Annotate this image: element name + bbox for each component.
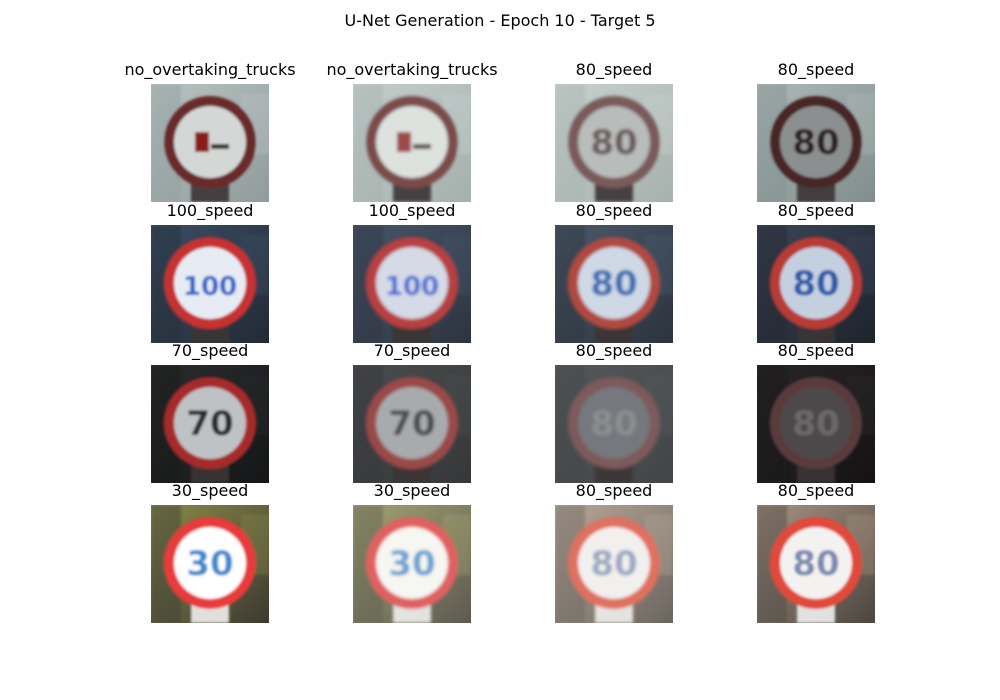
panel-label: 80_speed [575, 481, 653, 500]
panel-label: 100_speed [166, 201, 254, 220]
sign-image: 80 [757, 225, 875, 343]
sign-image: 80 [757, 505, 875, 623]
svg-text:100: 100 [183, 272, 237, 302]
sign-image: 80 [555, 84, 673, 202]
sign-image: 80 [555, 505, 673, 623]
svg-text:30: 30 [388, 544, 435, 584]
panel-label: no_overtaking_trucks [326, 60, 498, 79]
svg-text:80: 80 [792, 404, 839, 444]
sign-image: 30 [151, 505, 269, 623]
panel-label: 80_speed [777, 481, 855, 500]
panel-label: 100_speed [368, 201, 456, 220]
sign-image: 80 [757, 365, 875, 483]
panel-label: 70_speed [373, 341, 451, 360]
svg-text:80: 80 [590, 544, 637, 584]
svg-text:30: 30 [186, 544, 233, 584]
panel-label: 30_speed [373, 481, 451, 500]
svg-text:70: 70 [388, 404, 435, 444]
sign-image: 30 [353, 505, 471, 623]
panel-label: 70_speed [171, 341, 249, 360]
svg-text:70: 70 [186, 404, 233, 444]
sign-image: 70 [151, 365, 269, 483]
panel-label: 80_speed [777, 341, 855, 360]
sign-image: 70 [353, 365, 471, 483]
panel-label: 80_speed [777, 201, 855, 220]
panel-label: 80_speed [777, 60, 855, 79]
sign-image [353, 84, 471, 202]
sign-image: 80 [555, 365, 673, 483]
panel-label: 80_speed [575, 341, 653, 360]
figure-title: U-Net Generation - Epoch 10 - Target 5 [344, 11, 656, 30]
panel-label: 80_speed [575, 60, 653, 79]
sign-image: 80 [555, 225, 673, 343]
sign-image: 100 [151, 225, 269, 343]
panel-label: 80_speed [575, 201, 653, 220]
svg-text:100: 100 [385, 272, 439, 302]
sign-image: 80 [757, 84, 875, 202]
svg-text:80: 80 [792, 123, 839, 163]
svg-text:80: 80 [590, 404, 637, 444]
svg-text:80: 80 [590, 123, 637, 163]
svg-text:80: 80 [792, 544, 839, 584]
svg-text:80: 80 [590, 264, 637, 304]
sign-image [151, 84, 269, 202]
panel-label: 30_speed [171, 481, 249, 500]
panel-label: no_overtaking_trucks [124, 60, 296, 79]
svg-text:80: 80 [792, 264, 839, 304]
sign-image: 100 [353, 225, 471, 343]
